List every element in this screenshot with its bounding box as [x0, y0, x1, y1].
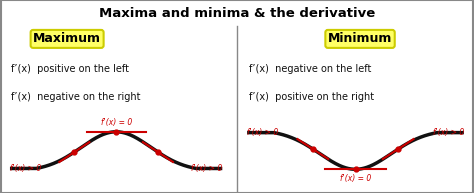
Text: f’(x)  negative on the left: f’(x) negative on the left: [248, 64, 371, 74]
Text: Maximum: Maximum: [33, 32, 101, 45]
Text: f'(x) = 0: f'(x) = 0: [100, 118, 132, 127]
Text: f’(x)  positive on the right: f’(x) positive on the right: [248, 92, 374, 102]
Text: Minimum: Minimum: [328, 32, 392, 45]
Text: f’(x)  negative on the right: f’(x) negative on the right: [11, 92, 141, 102]
Text: Maxima and minima & the derivative: Maxima and minima & the derivative: [99, 7, 375, 19]
Text: f'(x) > 0: f'(x) > 0: [433, 129, 464, 137]
Text: f'(x) > 0: f'(x) > 0: [191, 164, 222, 173]
Text: f'(x) = 0: f'(x) = 0: [340, 174, 371, 183]
Text: f'(x) > 0: f'(x) > 0: [10, 164, 41, 173]
Text: f'(x) > 0: f'(x) > 0: [247, 129, 278, 137]
Text: f’(x)  positive on the left: f’(x) positive on the left: [11, 64, 129, 74]
